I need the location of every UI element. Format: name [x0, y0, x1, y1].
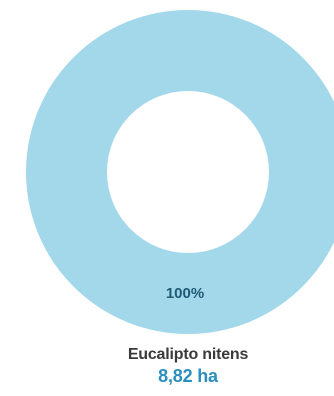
slice-name-label: Eucalipto nitens [127, 346, 249, 363]
legend: Eucalipto nitens 8,82 ha [0, 345, 334, 387]
slice-value-label: 8,82 ha [158, 366, 218, 386]
slice-percent-label: 100% [166, 285, 204, 302]
donut-slice [26, 10, 334, 334]
